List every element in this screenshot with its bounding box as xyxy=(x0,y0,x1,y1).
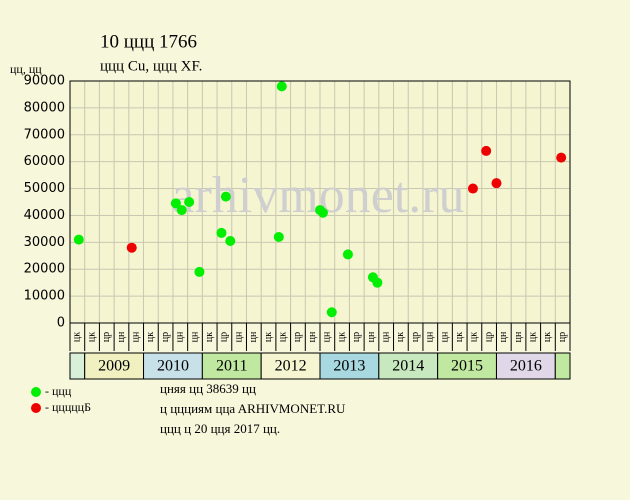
year-label: 2013 xyxy=(333,358,365,375)
data-point xyxy=(73,234,84,245)
y-tick-label: 70000 xyxy=(24,127,65,142)
chart-title: 10 ццц 1766 xyxy=(100,31,197,52)
y-tick-label: 90000 xyxy=(24,74,65,89)
x-tick-label: цк xyxy=(542,332,553,342)
data-point xyxy=(326,307,337,318)
data-point xyxy=(481,145,492,156)
x-tick-label: цн xyxy=(248,331,259,342)
year-label: 2015 xyxy=(451,358,483,375)
x-tick-label: цн xyxy=(439,331,450,342)
legend-marker xyxy=(31,403,41,413)
chart-subtitle: ццц Cu, ццц XF. xyxy=(100,58,202,74)
data-point xyxy=(372,277,383,288)
x-tick-label: цн xyxy=(116,331,127,342)
year-cell xyxy=(554,352,571,380)
x-tick-label: цк xyxy=(72,332,83,342)
x-tick-label: цр xyxy=(101,332,112,342)
year-cell xyxy=(201,352,262,380)
data-point xyxy=(194,266,205,277)
x-tick-label: цк xyxy=(278,332,289,342)
year-cell xyxy=(260,352,321,380)
x-tick-label: цн xyxy=(233,331,244,342)
footer-text: цняя цц 38639 цц xyxy=(160,381,256,396)
x-tick-label: цр xyxy=(483,332,494,342)
year-cell xyxy=(69,352,86,380)
x-tick-label: цк xyxy=(145,332,156,342)
y-tick-label: 60000 xyxy=(24,154,65,169)
x-tick-label: цн xyxy=(322,331,333,342)
data-point xyxy=(176,205,187,216)
x-tick-label: цк xyxy=(86,332,97,342)
year-label: 2010 xyxy=(157,358,189,375)
data-point xyxy=(276,81,287,92)
legend-label: - ццц xyxy=(45,384,72,398)
x-tick-label: цк xyxy=(528,332,539,342)
x-tick-label: цр xyxy=(351,332,362,342)
data-point xyxy=(170,198,181,209)
data-point xyxy=(126,242,137,253)
x-tick-label: цр xyxy=(557,332,568,342)
x-tick-label: цр xyxy=(160,332,171,342)
year-label: 2012 xyxy=(275,358,307,375)
data-point xyxy=(184,197,195,207)
data-point xyxy=(467,183,478,194)
x-tick-label: цк xyxy=(469,332,480,342)
x-tick-label: цн xyxy=(513,331,524,342)
x-tick-label: цн xyxy=(189,331,200,342)
x-tick-label: цр xyxy=(292,332,303,342)
x-tick-label: цк xyxy=(336,332,347,342)
data-point xyxy=(225,235,236,246)
x-tick-label: цр xyxy=(410,332,421,342)
data-point xyxy=(273,231,284,242)
x-tick-label: цн xyxy=(175,331,186,342)
data-point xyxy=(556,152,567,163)
y-tick-label: 50000 xyxy=(24,181,65,196)
y-axis-label: цц, цц xyxy=(10,62,42,76)
legend-marker xyxy=(31,387,41,397)
x-tick-label: цк xyxy=(454,332,465,342)
year-label: 2016 xyxy=(510,358,542,375)
watermark: arhivmonet.ru xyxy=(171,167,464,224)
x-tick-label: цк xyxy=(263,332,274,342)
y-tick-label: 30000 xyxy=(24,235,65,250)
x-tick-label: цн xyxy=(425,331,436,342)
x-tick-label: цн xyxy=(130,331,141,342)
x-tick-label: цр xyxy=(219,332,230,342)
data-point xyxy=(491,178,502,189)
x-tick-label: цн xyxy=(366,331,377,342)
year-cell xyxy=(378,352,439,380)
data-point xyxy=(342,249,353,260)
footer-text: ццц ц 20 цця 2017 цц. xyxy=(160,421,280,436)
x-tick-label: цн xyxy=(380,331,391,342)
y-tick-label: 0 xyxy=(57,316,65,331)
x-tick-label: цн xyxy=(498,331,509,342)
year-cell xyxy=(319,352,380,380)
data-point xyxy=(216,227,227,238)
y-tick-label: 40000 xyxy=(24,208,65,223)
y-tick-label: 80000 xyxy=(24,100,65,115)
legend-label: - цццццБ xyxy=(45,400,91,414)
x-tick-label: цн xyxy=(307,331,318,342)
y-tick-label: 20000 xyxy=(24,262,65,277)
x-tick-label: цк xyxy=(204,332,215,342)
year-label: 2011 xyxy=(216,358,247,375)
year-cell xyxy=(495,352,556,380)
y-tick-label: 10000 xyxy=(24,289,65,304)
year-label: 2009 xyxy=(98,358,130,375)
footer-text: ц ццциям ццa ARHIVMONET.RU xyxy=(160,401,346,416)
data-point xyxy=(317,207,328,218)
year-cell xyxy=(437,352,497,380)
year-label: 2014 xyxy=(392,358,424,375)
data-point xyxy=(220,191,231,202)
x-tick-label: цк xyxy=(395,332,406,342)
